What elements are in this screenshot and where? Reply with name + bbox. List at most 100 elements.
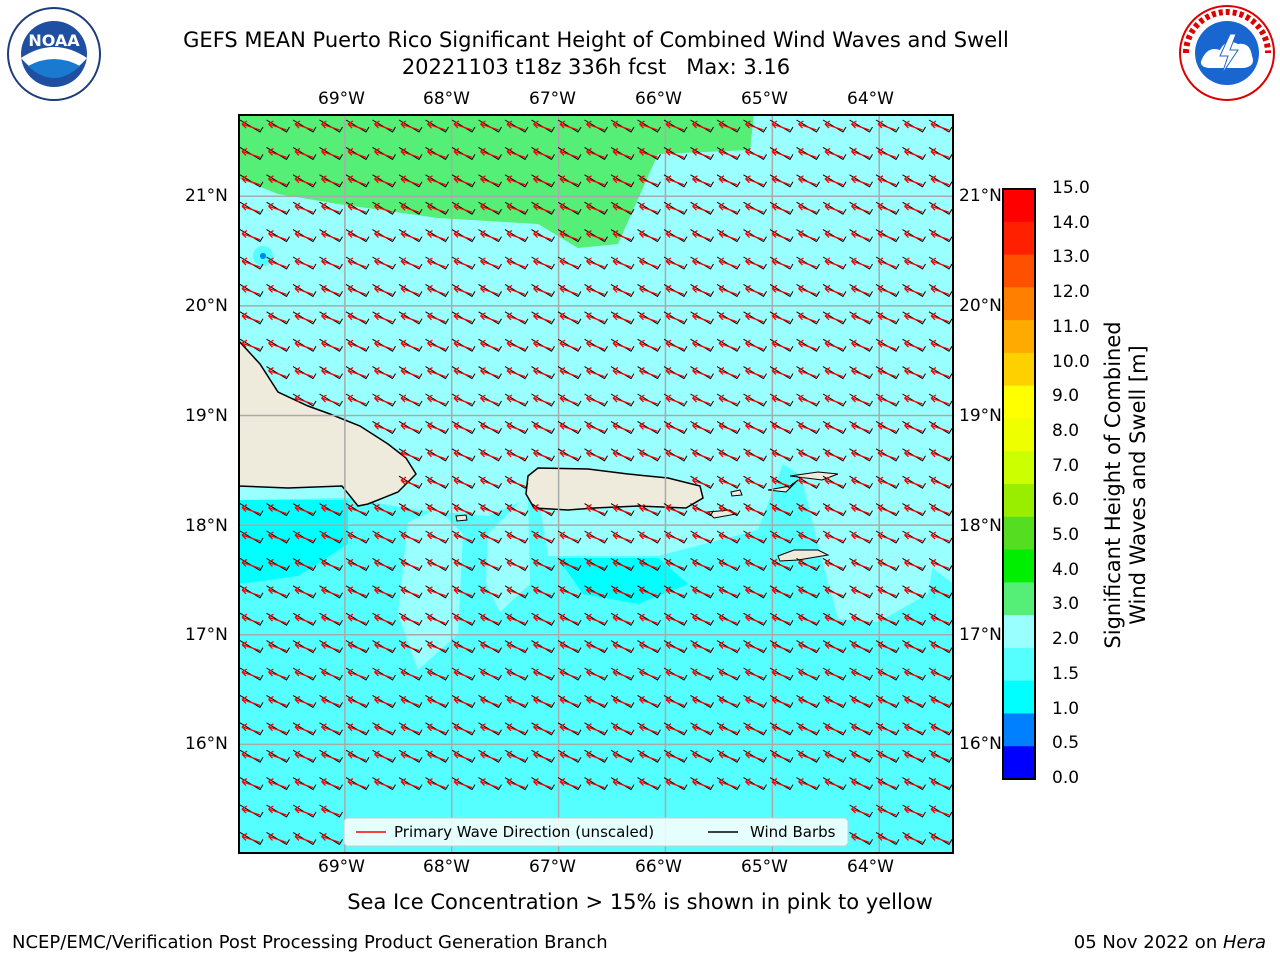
wind-barb — [822, 146, 847, 161]
wave-arrow — [347, 147, 367, 159]
wind-barb — [690, 722, 714, 736]
wave-arrow — [480, 339, 499, 350]
wave-arrow — [400, 586, 420, 597]
wave-arrow — [374, 750, 393, 761]
wave-arrow — [904, 367, 923, 378]
wind-barb — [769, 146, 794, 161]
wave-arrow — [400, 613, 420, 624]
legend-label-barbs: Wind Barbs — [750, 823, 836, 841]
wind-barb — [451, 311, 476, 325]
wave-arrow — [798, 504, 817, 515]
wind-barb — [690, 311, 714, 325]
wave-arrow — [586, 778, 605, 789]
wave-arrow — [771, 504, 791, 515]
wind-barb — [610, 283, 635, 298]
wind-barb — [663, 229, 688, 243]
wave-arrow — [453, 613, 473, 624]
wave-arrow — [718, 120, 738, 131]
wave-arrow — [904, 805, 923, 816]
wind-barb — [796, 722, 820, 736]
wave-arrow — [665, 504, 685, 515]
wave-arrow — [904, 586, 923, 597]
wind-barb — [584, 694, 608, 709]
wind-barb — [637, 119, 661, 133]
wind-barb — [398, 749, 423, 763]
wind-barb — [557, 640, 582, 654]
wave-arrow — [533, 449, 552, 460]
wave-arrow — [639, 257, 658, 268]
wave-arrow — [798, 586, 817, 597]
wind-barb — [928, 804, 953, 818]
colorbar-segment — [1003, 484, 1035, 518]
wave-arrow — [347, 558, 367, 570]
wave-arrow — [374, 641, 393, 652]
wind-barb — [372, 722, 396, 736]
wave-arrow — [321, 230, 340, 241]
wind-barb — [584, 749, 608, 763]
wave-arrow — [877, 394, 897, 405]
wind-barb — [716, 174, 741, 188]
wind-barb — [637, 530, 661, 544]
wind-barb — [239, 283, 264, 298]
wind-barb — [266, 174, 290, 188]
wave-arrow — [851, 449, 870, 460]
wind-barb — [822, 530, 847, 544]
wind-barb — [769, 503, 794, 517]
wave-arrow — [798, 312, 817, 323]
wind-barb — [319, 338, 343, 352]
wave-arrow — [400, 339, 420, 350]
wind-barb — [796, 311, 820, 325]
wave-arrow — [533, 339, 552, 350]
lon-label-top-69: 69°W — [318, 89, 365, 109]
wave-arrow — [612, 723, 632, 734]
footer-host: Hera — [1222, 932, 1266, 953]
wave-arrow — [453, 586, 473, 597]
wind-barb — [292, 612, 317, 626]
wave-arrow — [612, 558, 632, 570]
wind-barb — [743, 722, 767, 736]
wind-barb — [425, 530, 449, 544]
wave-arrow — [559, 750, 579, 761]
wave-arrow — [241, 641, 261, 652]
wind-barb — [663, 612, 688, 626]
wave-arrow — [692, 504, 711, 515]
wind-barb — [796, 229, 820, 243]
wind-barb — [531, 366, 555, 380]
wind-barb — [372, 694, 396, 709]
colorbar-segment — [1003, 221, 1035, 256]
lon-label-bottom-65: 65°W — [741, 857, 788, 877]
colorbar-tick-label: 8.0 — [1052, 420, 1080, 441]
wave-arrow — [586, 147, 605, 159]
wind-barb — [796, 119, 820, 133]
wave-arrow — [718, 147, 738, 159]
wave-arrow — [851, 778, 870, 789]
wave-arrow — [877, 805, 897, 816]
wind-barb — [849, 831, 873, 846]
wind-barb — [478, 557, 502, 572]
wind-barb — [610, 722, 635, 736]
colorbar-tick-label: 6.0 — [1052, 490, 1080, 511]
wave-arrow — [745, 750, 764, 761]
wave-arrow — [718, 367, 738, 378]
wave-arrow — [374, 202, 393, 213]
wind-barb — [716, 338, 741, 352]
wind-barb — [663, 311, 688, 325]
wind-barb — [743, 667, 767, 681]
wind-barb — [690, 338, 714, 352]
wave-arrow — [427, 394, 446, 405]
wave-arrow — [930, 531, 950, 542]
wind-barb — [796, 420, 820, 435]
wave-arrow — [745, 504, 764, 515]
colorbar-tick-label: 5.0 — [1052, 525, 1080, 546]
wave-arrow — [480, 284, 499, 296]
wave-arrow — [506, 558, 526, 570]
wind-barb — [266, 146, 290, 161]
wind-barb — [690, 448, 714, 462]
wave-arrow — [824, 421, 844, 433]
wind-barb — [266, 283, 290, 298]
wave-arrow — [718, 394, 738, 405]
wave-arrow — [559, 449, 579, 460]
wave-arrow — [771, 723, 791, 734]
wind-barb — [557, 311, 582, 325]
wind-barb — [292, 749, 317, 763]
